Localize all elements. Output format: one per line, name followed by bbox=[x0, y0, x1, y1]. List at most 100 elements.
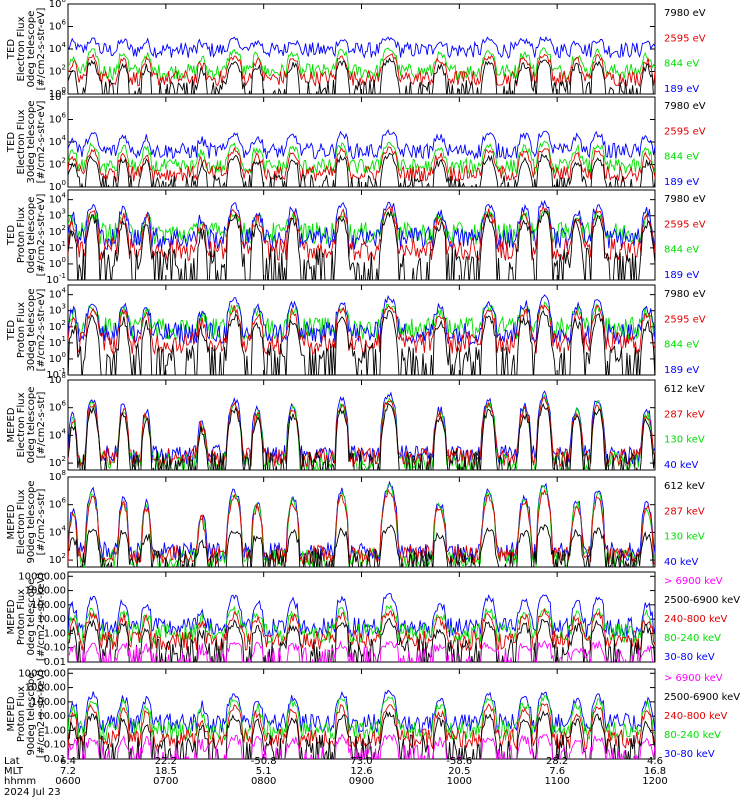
series-line-black bbox=[68, 710, 655, 759]
series-line-red bbox=[68, 303, 655, 356]
series-line-black bbox=[68, 524, 654, 567]
series-line-red bbox=[68, 146, 655, 183]
legend-entry: 189 eV bbox=[664, 177, 699, 188]
y-tick-label: 100.00 bbox=[31, 600, 66, 611]
y-tick-label: 104 bbox=[49, 192, 67, 206]
series-group bbox=[68, 36, 655, 94]
y-tick-label: 100 bbox=[49, 351, 66, 365]
legend-entry: 240-800 keV bbox=[664, 711, 728, 722]
y-tick-label: 108 bbox=[49, 469, 66, 483]
y-axis-label-line: TED bbox=[6, 39, 17, 60]
y-tick-label: 10.00 bbox=[37, 614, 66, 625]
y-tick-label: 106 bbox=[49, 497, 67, 511]
y-tick-label: 106 bbox=[49, 400, 67, 414]
y-tick-label: 102 bbox=[49, 224, 66, 238]
y-axis-label-line: Proton Flux bbox=[16, 207, 27, 263]
series-line-red bbox=[68, 396, 655, 468]
panel-7: 0.010.101.0010.00100.001000.0010000.00ME… bbox=[6, 571, 740, 668]
y-axis-label-line: Proton Flux bbox=[16, 589, 27, 645]
legend-entry: 844 eV bbox=[664, 152, 699, 163]
series-line-black bbox=[68, 152, 655, 187]
panel-frame bbox=[67, 3, 656, 95]
y-tick-label: 102 bbox=[49, 64, 66, 78]
bottom-axis-hhmm: 1100 bbox=[544, 776, 569, 787]
legend-entry: 240-800 keV bbox=[664, 614, 728, 625]
y-axis-label-line: 0deg telescope bbox=[26, 387, 37, 464]
bottom-axis-lat: -50.8 bbox=[251, 756, 277, 767]
y-tick-label: 1.00 bbox=[44, 628, 66, 639]
bottom-axis-row-label: MLT bbox=[4, 766, 24, 777]
series-line-blue bbox=[68, 36, 655, 59]
y-tick-label: 102 bbox=[49, 455, 66, 469]
series-line-red bbox=[68, 703, 655, 751]
y-tick-label: 103 bbox=[49, 208, 66, 222]
y-axis-label-line: 0deg telescope bbox=[26, 197, 37, 274]
series-group bbox=[68, 199, 655, 280]
legend-entry: 7980 eV bbox=[664, 8, 706, 19]
y-tick-label: 104 bbox=[49, 524, 67, 538]
y-axis-label-line: [#/cm2-s-str-keV] bbox=[36, 670, 47, 758]
series-line-black bbox=[68, 309, 655, 375]
legend-entry: 612 keV bbox=[664, 384, 705, 395]
series-line-blue bbox=[68, 689, 655, 735]
legend-entry: 189 eV bbox=[664, 270, 699, 281]
legend-entry: > 6900 keV bbox=[664, 576, 723, 587]
legend-entry: 2595 eV bbox=[664, 33, 706, 44]
series-line-green bbox=[68, 484, 655, 567]
y-axis-label-line: [#/cm2-s-str-eV] bbox=[36, 8, 47, 91]
series-line-blue bbox=[68, 480, 655, 563]
y-tick-label: 1000.00 bbox=[25, 683, 66, 694]
bottom-axis-hhmm: 0800 bbox=[251, 776, 276, 787]
y-axis-label-line: 0deg telescope bbox=[26, 11, 37, 88]
y-axis-label-line: 90deg telescope bbox=[26, 480, 37, 563]
y-tick-label: 100.00 bbox=[31, 697, 66, 708]
y-axis-label: MEPED Electron Flux 90deg telescope [#/cm2-… bbox=[6, 480, 47, 563]
legend-entry: 844 eV bbox=[664, 340, 699, 351]
y-axis-label-line: 0deg telescope bbox=[26, 579, 37, 656]
y-tick-label: 10000.00 bbox=[18, 668, 66, 679]
y-tick-label: 0.10 bbox=[44, 740, 66, 751]
y-tick-label: 104 bbox=[49, 287, 67, 301]
series-group bbox=[68, 689, 655, 759]
bottom-axis-mlt: 7.6 bbox=[549, 766, 565, 777]
legend-entry: 844 eV bbox=[664, 245, 699, 256]
bottom-axis-mlt: 16.8 bbox=[644, 766, 666, 777]
y-axis-label-line: Electron Flux bbox=[16, 16, 27, 81]
legend-entry: 612 keV bbox=[664, 481, 705, 492]
y-axis-label-line: 30deg telescope bbox=[26, 100, 37, 183]
legend-entry: 40 keV bbox=[664, 460, 698, 471]
legend-entry: 40 keV bbox=[664, 557, 698, 568]
y-axis-label-line: Electron Flux bbox=[16, 489, 27, 554]
series-line-magenta bbox=[68, 733, 655, 759]
y-tick-label: 101 bbox=[49, 335, 66, 349]
bottom-axis-mlt: 20.5 bbox=[448, 766, 470, 777]
bottom-axis-mlt: 7.2 bbox=[60, 766, 76, 777]
bottom-axis-row-label: Lat bbox=[4, 756, 20, 767]
legend-entry: 80-240 keV bbox=[664, 633, 721, 644]
y-tick-label: 10000.00 bbox=[18, 571, 66, 582]
y-axis-label-line: [#/cm2-s-str-eV] bbox=[36, 289, 47, 372]
y-axis-label-line: Proton Flux bbox=[16, 686, 27, 742]
bottom-axis-lat: 6.4 bbox=[60, 756, 76, 767]
y-axis-label-line: Electron Flux bbox=[16, 109, 27, 174]
y-tick-label: 103 bbox=[49, 303, 66, 317]
y-tick-label: 104 bbox=[49, 134, 67, 148]
y-tick-label: 1000.00 bbox=[25, 586, 66, 597]
y-tick-label: 101 bbox=[49, 240, 66, 254]
y-axis-label-line: [#/cm2-s-str] bbox=[36, 488, 47, 555]
series-line-magenta bbox=[68, 639, 654, 662]
legend-entry: 189 eV bbox=[664, 365, 699, 376]
y-tick-label: 104 bbox=[49, 427, 67, 441]
legend-entry: 2595 eV bbox=[664, 314, 706, 325]
bottom-axis-hhmm: 0700 bbox=[153, 776, 178, 787]
bottom-axis-hhmm: 0900 bbox=[349, 776, 374, 787]
y-tick-label: 10-1 bbox=[46, 272, 66, 286]
y-tick-label: 102 bbox=[49, 157, 66, 171]
legend-entry: 30-80 keV bbox=[664, 652, 715, 663]
y-axis-label: MEPED Electron Flux 0deg telescope [#/cm2-s… bbox=[6, 387, 47, 464]
legend-entry: 30-80 keV bbox=[664, 749, 715, 760]
bottom-axis-lat: -58.6 bbox=[446, 756, 472, 767]
series-line-red bbox=[68, 53, 655, 88]
